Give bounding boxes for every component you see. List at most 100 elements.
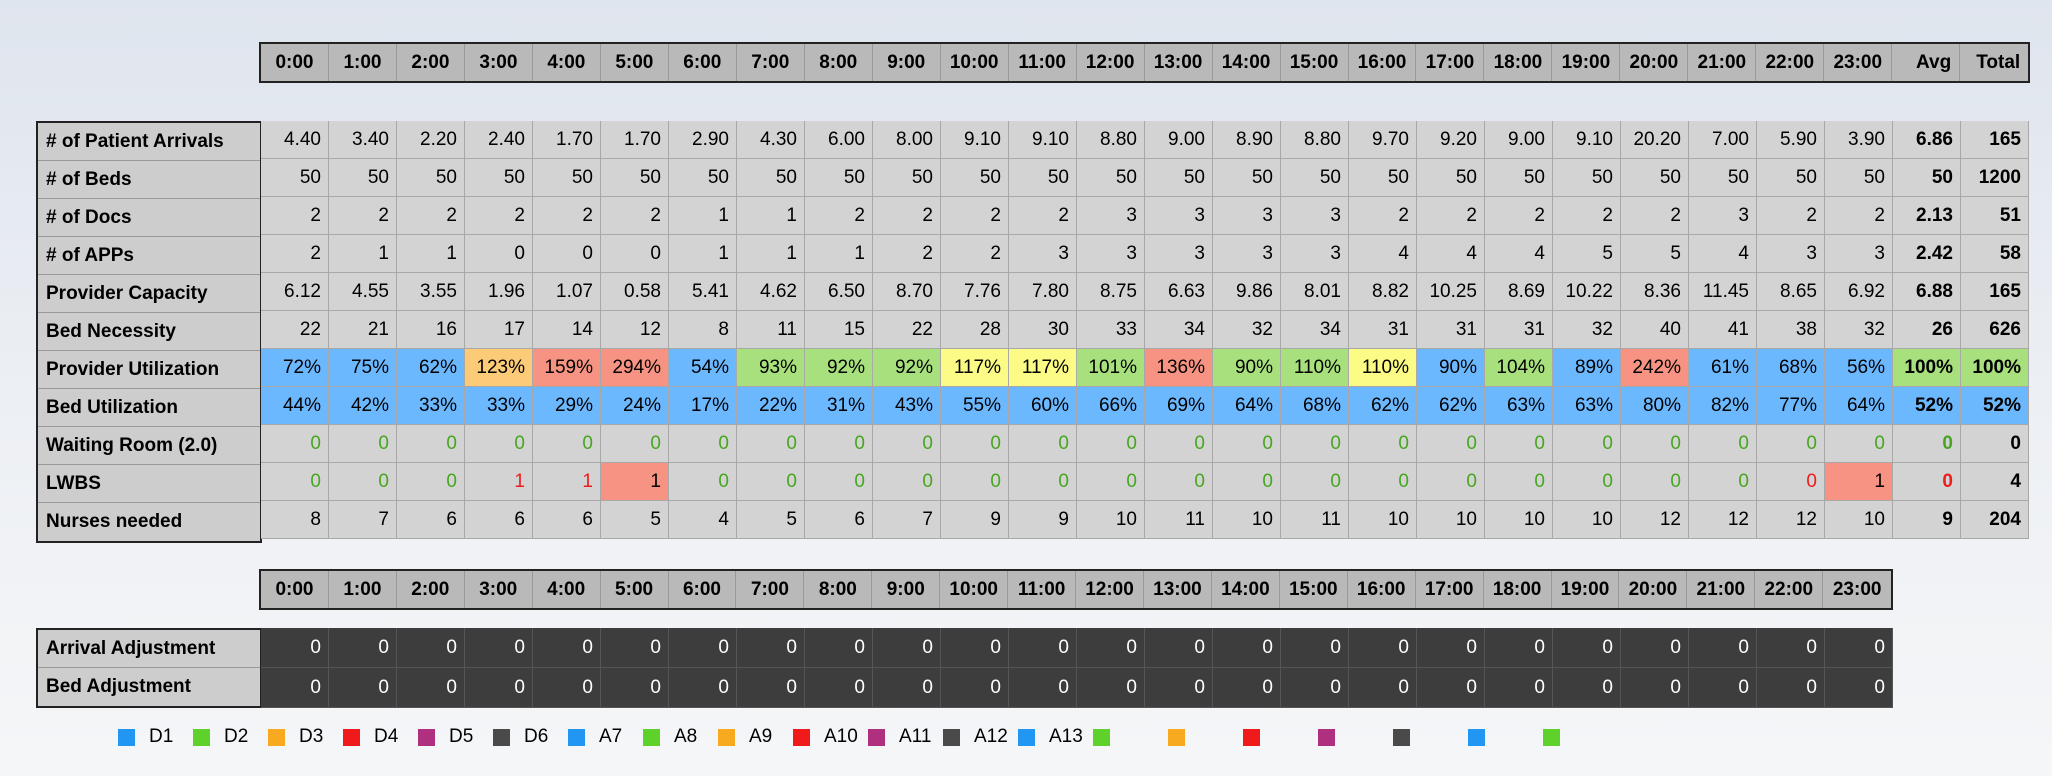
- adjustment-input-cell[interactable]: 0: [533, 668, 601, 708]
- table-cell: 9: [1009, 501, 1077, 539]
- legend-swatch-icon: [1468, 728, 1485, 746]
- table-cell: 294%: [601, 349, 669, 387]
- table-cell: 0: [1621, 463, 1689, 501]
- table-cell: 0: [1213, 463, 1281, 501]
- adjustment-input-cell[interactable]: 0: [941, 628, 1009, 668]
- table-cell: 12: [601, 311, 669, 349]
- adjustment-input-cell[interactable]: 0: [1757, 628, 1825, 668]
- adjustment-input-cell[interactable]: 0: [1077, 628, 1145, 668]
- table-cell: 4.30: [737, 121, 805, 159]
- adjustment-hour-header-cell: 22:00: [1755, 571, 1824, 608]
- adjustment-hour-header-cell: 5:00: [600, 571, 669, 608]
- table-cell: 2: [1349, 197, 1417, 235]
- table-cell: 8.80: [1281, 121, 1349, 159]
- adjustment-input-cell[interactable]: 0: [261, 668, 329, 708]
- adjustment-input-cell[interactable]: 0: [1485, 628, 1553, 668]
- adjustment-input-cell[interactable]: 0: [1825, 668, 1893, 708]
- hour-header-cell: 19:00: [1552, 44, 1621, 81]
- adjustment-input-cell[interactable]: 0: [1009, 628, 1077, 668]
- adjustment-input-cell[interactable]: 0: [1553, 668, 1621, 708]
- table-cell: 11.45: [1689, 273, 1757, 311]
- adjustment-input-cell[interactable]: 0: [329, 668, 397, 708]
- adjustment-input-cell[interactable]: 0: [1621, 668, 1689, 708]
- legend-item: D6: [493, 726, 568, 748]
- adjustment-input-cell[interactable]: 0: [601, 628, 669, 668]
- table-cell: 1: [737, 197, 805, 235]
- adjustment-input-cell[interactable]: 0: [261, 628, 329, 668]
- hour-header-cell: 11:00: [1008, 44, 1077, 81]
- table-cell: 2: [1757, 197, 1825, 235]
- table-cell: 0: [1077, 425, 1145, 463]
- adjustment-input-cell[interactable]: 0: [1145, 628, 1213, 668]
- table-cell: 80%: [1621, 387, 1689, 425]
- adjustment-hour-header-cell: 13:00: [1143, 571, 1212, 608]
- adjustment-input-cell[interactable]: 0: [1281, 668, 1349, 708]
- table-cell: 9.86: [1213, 273, 1281, 311]
- table-cell: 56%: [1825, 349, 1893, 387]
- adjustment-input-cell[interactable]: 0: [1349, 628, 1417, 668]
- table-cell: 10: [1213, 501, 1281, 539]
- table-cell: 123%: [465, 349, 533, 387]
- legend-swatch-icon: [1393, 728, 1410, 746]
- adjustment-input-cell[interactable]: 0: [1417, 628, 1485, 668]
- adjustment-input-cell[interactable]: 0: [1349, 668, 1417, 708]
- adjustment-input-cell[interactable]: 0: [669, 628, 737, 668]
- avg-header-cell: Avg: [1892, 44, 1961, 81]
- table-cell: 50: [465, 159, 533, 197]
- table-cell: 61%: [1689, 349, 1757, 387]
- adjustment-input-cell[interactable]: 0: [737, 668, 805, 708]
- table-cell: 44%: [261, 387, 329, 425]
- adjustment-input-cell[interactable]: 0: [873, 628, 941, 668]
- adjustment-input-cell[interactable]: 0: [941, 668, 1009, 708]
- adjustment-input-cell[interactable]: 0: [465, 628, 533, 668]
- table-cell: 10.25: [1417, 273, 1485, 311]
- table-cell: 32: [1825, 311, 1893, 349]
- table-cell: 60%: [1009, 387, 1077, 425]
- adjustment-input-cell[interactable]: 0: [601, 668, 669, 708]
- adjustment-input-cell[interactable]: 0: [1417, 668, 1485, 708]
- table-cell: 22%: [737, 387, 805, 425]
- table-cell: 29%: [533, 387, 601, 425]
- table-cell: 0: [1009, 463, 1077, 501]
- adjustment-input-cell[interactable]: 0: [1213, 668, 1281, 708]
- table-cell: 7.00: [1689, 121, 1757, 159]
- adjustment-input-cell[interactable]: 0: [1009, 668, 1077, 708]
- metric-label: Bed Utilization: [38, 389, 260, 427]
- table-cell: 50: [941, 159, 1009, 197]
- table-cell: 2: [261, 235, 329, 273]
- adjustment-input-cell[interactable]: 0: [873, 668, 941, 708]
- adjustment-input-cell[interactable]: 0: [737, 628, 805, 668]
- table-cell: 68%: [1281, 387, 1349, 425]
- adjustment-input-cell[interactable]: 0: [1757, 668, 1825, 708]
- table-cell: 31: [1485, 311, 1553, 349]
- adjustment-input-cell[interactable]: 0: [1553, 628, 1621, 668]
- adjustment-input-cell[interactable]: 0: [533, 628, 601, 668]
- avg-cell: 2.13: [1893, 197, 1961, 235]
- adjustment-input-cell[interactable]: 0: [669, 668, 737, 708]
- table-cell: 90%: [1417, 349, 1485, 387]
- adjustment-input-cell[interactable]: 0: [1825, 628, 1893, 668]
- table-cell: 0: [1417, 463, 1485, 501]
- adjustment-input-cell[interactable]: 0: [1077, 668, 1145, 708]
- adjustment-input-cell[interactable]: 0: [1689, 628, 1757, 668]
- adjustment-input-cell[interactable]: 0: [1485, 668, 1553, 708]
- table-cell: 3: [1213, 235, 1281, 273]
- adjustment-input-cell[interactable]: 0: [465, 668, 533, 708]
- table-cell: 8.90: [1213, 121, 1281, 159]
- adjustment-input-cell[interactable]: 0: [1213, 628, 1281, 668]
- adjustment-input-cell[interactable]: 0: [1621, 628, 1689, 668]
- adjustment-input-cell[interactable]: 0: [805, 628, 873, 668]
- adjustment-input-cell[interactable]: 0: [397, 628, 465, 668]
- legend-swatch-icon: [193, 728, 210, 746]
- adjustment-input-cell[interactable]: 0: [1689, 668, 1757, 708]
- adjustment-input-cell[interactable]: 0: [397, 668, 465, 708]
- adjustment-input-cell[interactable]: 0: [805, 668, 873, 708]
- adjustment-input-cell[interactable]: 0: [1145, 668, 1213, 708]
- adjustment-input-cell[interactable]: 0: [329, 628, 397, 668]
- adjustment-input-cell[interactable]: 0: [1281, 628, 1349, 668]
- table-cell: 43%: [873, 387, 941, 425]
- hour-header-cell: 1:00: [328, 44, 397, 81]
- total-cell: 4: [1961, 463, 2029, 501]
